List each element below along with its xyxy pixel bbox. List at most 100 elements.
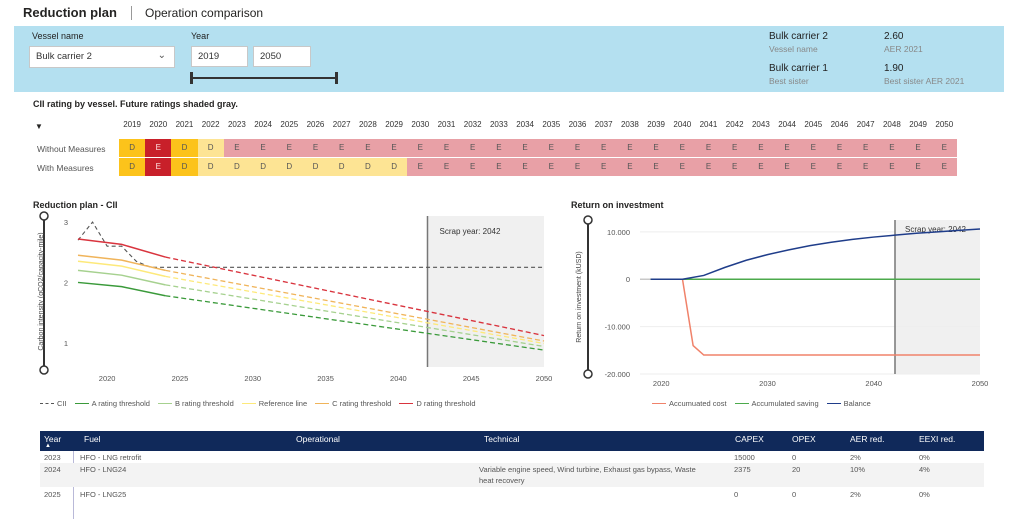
cii-year-header: 2032 <box>463 120 482 129</box>
vessel-info-name: Bulk carrier 2 <box>769 31 828 42</box>
table-row[interactable]: 2023 HFO - LNG retrofit 15000 0 2% 0% <box>40 451 984 463</box>
cii-year-header: 2036 <box>568 120 587 129</box>
legend-item[interactable]: CII <box>40 399 67 408</box>
legend-item[interactable]: Accumulated saving <box>734 399 819 408</box>
cii-rating-cell: D <box>171 158 198 176</box>
x-tick-label: 2025 <box>172 374 189 383</box>
table-row[interactable]: 2024 HFO - LNG24 Variable engine speed, … <box>40 463 984 487</box>
series-line-projected <box>165 256 545 337</box>
y-zoom-handle-top[interactable] <box>583 215 593 225</box>
col-fuel[interactable]: Fuel <box>84 434 101 444</box>
vessel-aer-value: 2.60 <box>884 31 904 42</box>
cell-year: 2025 <box>44 490 61 499</box>
col-opex[interactable]: OPEX <box>792 434 816 444</box>
y-tick-label: 10.000 <box>607 228 630 237</box>
cii-year-header: 2041 <box>699 120 718 129</box>
cii-rating-cell: E <box>669 158 696 176</box>
cell-capex: 0 <box>734 490 739 499</box>
legend-label: C rating threshold <box>332 399 392 408</box>
col-eexi[interactable]: EEXI red. <box>919 434 956 444</box>
cii-rating-cell: E <box>590 158 617 176</box>
cii-year-header: 2048 <box>882 120 901 129</box>
cii-rating-cell: E <box>747 139 774 157</box>
x-tick-label: 2030 <box>244 374 261 383</box>
year-slider-track[interactable] <box>191 77 337 79</box>
y-zoom-handle-bottom[interactable] <box>39 365 49 375</box>
col-operational[interactable]: Operational <box>296 434 340 444</box>
sister-aer-sub: Best sister AER 2021 <box>884 76 965 86</box>
cell-year: 2023 <box>44 453 61 462</box>
legend-item[interactable]: Accumuated cost <box>652 399 727 408</box>
cii-rating-cell: E <box>512 139 539 157</box>
x-tick-label: 2050 <box>536 374 553 383</box>
cii-year-header: 2026 <box>306 120 325 129</box>
cell-capex: 2375 <box>734 465 751 474</box>
legend-item[interactable]: B rating threshold <box>157 399 234 408</box>
cii-year-header: 2040 <box>673 120 692 129</box>
sort-down-icon[interactable]: ▼ <box>35 122 43 131</box>
year-to-input[interactable]: 2050 <box>253 46 311 67</box>
cii-rating-cell: E <box>643 139 670 157</box>
legend-item[interactable]: Reference line <box>241 399 308 408</box>
y-axis-label: Carbon intensity (gCO2/capacity-mile) <box>38 232 45 350</box>
vessel-name-dropdown[interactable]: Bulk carrier 2 ⌄ <box>29 46 175 68</box>
col-year[interactable]: Year <box>44 434 62 444</box>
y-zoom-handle-top[interactable] <box>39 211 49 221</box>
cii-rating-cell: E <box>721 139 748 157</box>
col-technical[interactable]: Technical <box>484 434 520 444</box>
cii-rating-cell: E <box>931 139 958 157</box>
year-slider-end-handle[interactable] <box>335 72 338 84</box>
cii-rating-cell: D <box>250 158 277 176</box>
cii-rating-cell: E <box>852 139 879 157</box>
cell-eexi: 0% <box>919 453 930 462</box>
cii-rating-cell: E <box>800 158 827 176</box>
legend-swatch <box>734 403 749 404</box>
tab-operation-comparison[interactable]: Operation comparison <box>145 6 264 20</box>
x-tick-label: 2035 <box>317 374 334 383</box>
year-label: Year <box>191 31 210 41</box>
legend-label: Accumulated saving <box>751 399 819 408</box>
legend-item[interactable]: Balance <box>826 399 871 408</box>
cii-rating-cell: E <box>485 139 512 157</box>
cii-rating-cell: E <box>564 139 591 157</box>
table-row[interactable]: 2025 HFO - LNG25 0 0 2% 0% <box>40 487 984 500</box>
y-tick-label: 2 <box>64 278 68 287</box>
x-tick-label: 2040 <box>865 379 882 388</box>
cii-grid-title: CII rating by vessel. Future ratings sha… <box>33 99 238 109</box>
cii-year-header: 2024 <box>254 120 272 129</box>
year-slider-start-handle[interactable] <box>190 72 193 84</box>
cii-year-header: 2025 <box>280 120 299 129</box>
sister-aer-value: 1.90 <box>884 63 904 74</box>
cii-rating-cell: E <box>407 158 434 176</box>
col-capex[interactable]: CAPEX <box>735 434 764 444</box>
legend-item[interactable]: D rating threshold <box>399 399 476 408</box>
roi-chart-legend: Accumuated cost Accumulated saving Balance <box>652 399 879 408</box>
legend-swatch <box>399 403 414 404</box>
cii-rating-cell: E <box>695 158 722 176</box>
legend-item[interactable]: A rating threshold <box>74 399 150 408</box>
cii-rating-cell: E <box>800 139 827 157</box>
cii-year-header: 2027 <box>332 120 351 129</box>
cell-technical-cont: heat recovery <box>479 476 525 485</box>
legend-item[interactable]: C rating threshold <box>315 399 391 408</box>
cii-rating-cell: E <box>145 139 172 157</box>
cell-opex: 0 <box>792 453 797 462</box>
cii-rating-cell: E <box>826 158 853 176</box>
legend-swatch <box>826 403 841 404</box>
y-tick-label: -10.000 <box>605 323 630 332</box>
year-from-input[interactable]: 2019 <box>191 46 248 67</box>
vessel-name-label: Vessel name <box>32 31 84 41</box>
cii-rating-cell: E <box>276 139 303 157</box>
y-zoom-handle-bottom[interactable] <box>583 369 593 379</box>
cii-rating-cell: E <box>459 158 486 176</box>
cii-rating-cell: D <box>328 158 355 176</box>
series-line <box>650 228 981 280</box>
cii-rating-cell: E <box>616 158 643 176</box>
col-aer[interactable]: AER red. <box>850 434 885 444</box>
series-line <box>77 238 166 258</box>
scrap-year-annotation: Scrap year: 2042 <box>905 225 966 234</box>
legend-label: Reference line <box>258 399 308 408</box>
cii-year-header: 2042 <box>725 120 744 129</box>
cii-year-header: 2028 <box>358 120 377 129</box>
cii-year-header: 2035 <box>542 120 561 129</box>
